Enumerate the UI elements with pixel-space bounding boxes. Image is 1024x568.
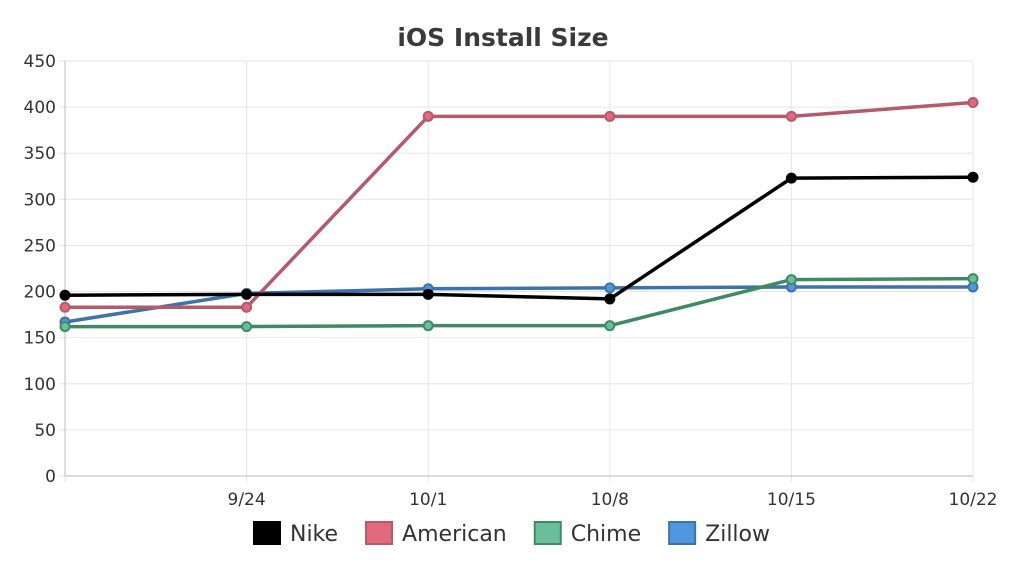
data-point-nike[interactable] xyxy=(967,171,979,183)
data-point-nike[interactable] xyxy=(59,289,71,301)
y-axis-tick-label: 50 xyxy=(34,421,56,441)
x-axis-tick-label: 10/22 xyxy=(949,490,998,510)
data-point-zillow[interactable] xyxy=(604,282,616,294)
data-point-nike[interactable] xyxy=(604,293,616,305)
series-line-chime xyxy=(63,276,975,329)
data-point-american[interactable] xyxy=(59,301,71,313)
y-axis-tick-label: 0 xyxy=(45,467,56,487)
y-axis-tick-labels: 0 50 100 150 200 250 300 350 400 450 xyxy=(24,52,56,487)
series-line-nike xyxy=(63,175,975,301)
data-point-chime[interactable] xyxy=(241,321,253,333)
chart-title: iOS Install Size xyxy=(397,23,608,52)
series-nike xyxy=(59,171,979,305)
data-point-american[interactable] xyxy=(241,301,253,313)
x-axis-tick-labels: 9/24 10/1 10/8 10/15 10/22 xyxy=(228,490,998,510)
x-axis-tick-label: 9/24 xyxy=(228,490,266,510)
legend-swatch xyxy=(365,521,394,545)
series-zillow xyxy=(59,281,979,328)
x-axis-tick-label: 10/8 xyxy=(591,490,629,510)
legend-label: Zillow xyxy=(705,522,770,547)
legend-swatch xyxy=(533,521,562,545)
legend-item-chime[interactable]: Chime xyxy=(533,521,641,547)
data-point-chime[interactable] xyxy=(967,273,979,285)
series-american xyxy=(59,97,979,313)
data-point-chime[interactable] xyxy=(604,320,616,332)
grid-lines xyxy=(65,60,974,476)
y-axis-tick-label: 400 xyxy=(24,98,56,118)
data-point-american[interactable] xyxy=(604,110,616,122)
series-chime xyxy=(59,273,979,333)
legend-label: Chime xyxy=(571,522,641,547)
data-point-nike[interactable] xyxy=(241,288,253,300)
y-axis-tick-label: 300 xyxy=(24,190,56,210)
axes xyxy=(59,60,974,482)
y-axis-tick-label: 350 xyxy=(24,144,56,164)
series-lines xyxy=(59,97,979,333)
legend-item-american[interactable]: American xyxy=(365,521,507,547)
series-line-zillow xyxy=(63,285,975,324)
series-line-american xyxy=(63,100,975,309)
legend-item-nike[interactable]: Nike xyxy=(252,521,338,547)
legend-label: Nike xyxy=(290,522,338,547)
legend-item-zillow[interactable]: Zillow xyxy=(668,521,770,547)
data-point-chime[interactable] xyxy=(59,321,71,333)
data-point-nike[interactable] xyxy=(422,288,434,300)
data-point-chime[interactable] xyxy=(422,320,434,332)
y-axis-tick-label: 450 xyxy=(24,52,56,72)
legend-swatch xyxy=(668,521,697,545)
data-point-american[interactable] xyxy=(967,97,979,108)
legend-swatch xyxy=(252,521,281,545)
y-axis-tick-label: 100 xyxy=(24,375,56,395)
y-axis-tick-label: 250 xyxy=(24,236,56,256)
data-point-chime[interactable] xyxy=(785,274,797,286)
data-point-nike[interactable] xyxy=(785,172,797,184)
legend: Nike American Chime Zillow xyxy=(252,521,770,547)
data-point-american[interactable] xyxy=(785,110,797,122)
data-point-american[interactable] xyxy=(422,110,434,122)
y-axis-tick-label: 150 xyxy=(24,329,56,349)
x-axis-tick-label: 10/1 xyxy=(409,490,447,510)
y-axis-tick-label: 200 xyxy=(24,283,56,303)
legend-label: American xyxy=(402,522,507,547)
x-axis-tick-label: 10/15 xyxy=(767,490,816,510)
